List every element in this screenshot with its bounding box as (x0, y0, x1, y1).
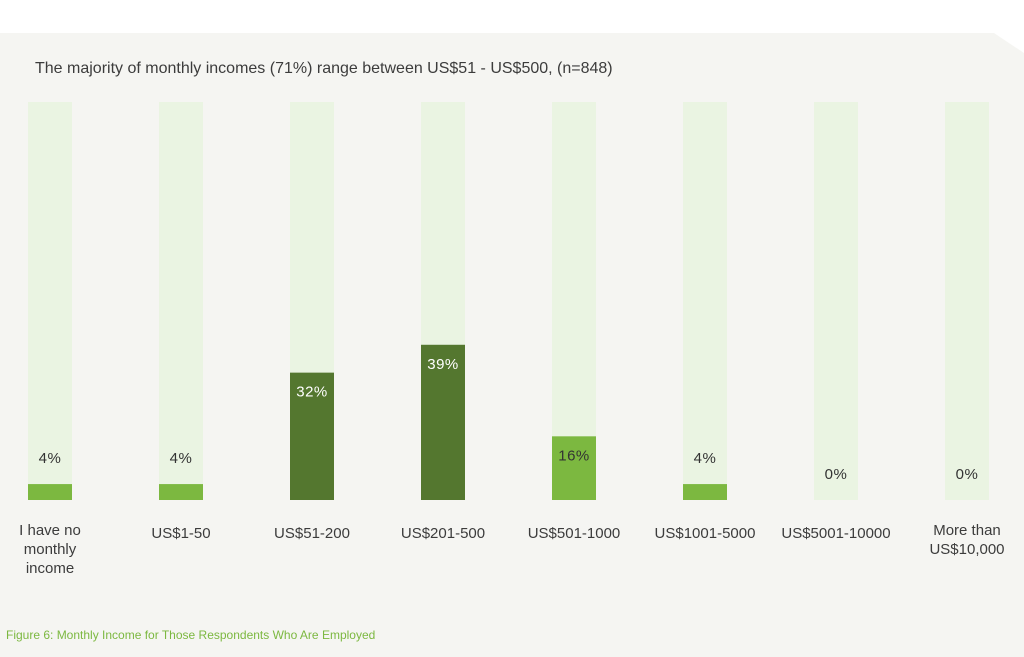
category-label: US$1001-5000 (655, 525, 756, 542)
data-label: 0% (825, 466, 848, 483)
data-label: 39% (427, 356, 459, 373)
bar (159, 484, 203, 500)
category-label: I have no monthly income (19, 522, 81, 577)
data-label: 16% (558, 447, 590, 464)
chart-title: The majority of monthly incomes (71%) ra… (35, 60, 613, 77)
category-label-line: US$201-500 (401, 525, 485, 542)
bar-track (28, 102, 72, 500)
category-label-line: More than (933, 522, 1001, 539)
bar (421, 344, 465, 500)
category-label: US$51-200 (274, 525, 350, 542)
bar (290, 372, 334, 500)
data-label: 4% (694, 450, 717, 467)
category-label: More than US$10,000 (929, 522, 1004, 558)
data-label: 4% (39, 450, 62, 467)
figure-caption: Figure 6: Monthly Income for Those Respo… (6, 628, 376, 642)
category-label-line: income (26, 560, 74, 577)
data-label: 4% (170, 450, 193, 467)
category-label-line: monthly (24, 541, 77, 558)
bar-track (814, 102, 858, 500)
category-label: US$1-50 (151, 525, 210, 542)
bar-track (683, 102, 727, 500)
category-label: US$5001-10000 (781, 525, 890, 542)
category-label-line: US$10,000 (929, 541, 1004, 558)
category-label-line: US$501-1000 (528, 525, 621, 542)
bar (683, 484, 727, 500)
bar-track (945, 102, 989, 500)
category-label-line: US$5001-10000 (781, 525, 890, 542)
category-label-line: I have no (19, 522, 81, 539)
category-label: US$501-1000 (528, 525, 621, 542)
category-label-line: US$1001-5000 (655, 525, 756, 542)
data-label: 32% (296, 384, 328, 401)
category-label-line: US$1-50 (151, 525, 210, 542)
category-label-line: US$51-200 (274, 525, 350, 542)
data-label: 0% (956, 466, 979, 483)
bar (28, 484, 72, 500)
category-label: US$201-500 (401, 525, 485, 542)
bar-track (552, 102, 596, 500)
bar (552, 436, 596, 500)
bar-track (159, 102, 203, 500)
